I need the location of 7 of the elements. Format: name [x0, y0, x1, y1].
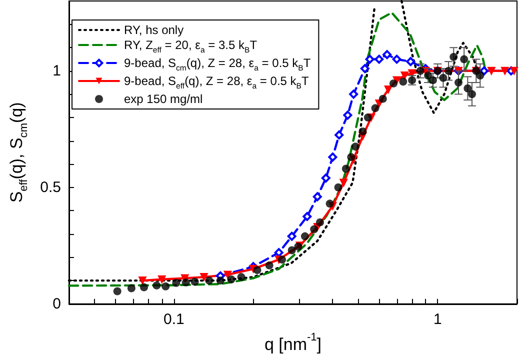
y-tick-label: 0.5: [40, 178, 61, 196]
y-tick-label: 1: [52, 62, 61, 80]
y-tick-label: 0: [52, 295, 61, 312]
x-tick-label: 0.1: [164, 310, 184, 328]
legend-label: exp 150 mg/ml: [124, 92, 203, 106]
y-axis-title: Seff(q), Scm(q): [7, 102, 30, 203]
legend-label: RY, hs only: [124, 23, 184, 37]
